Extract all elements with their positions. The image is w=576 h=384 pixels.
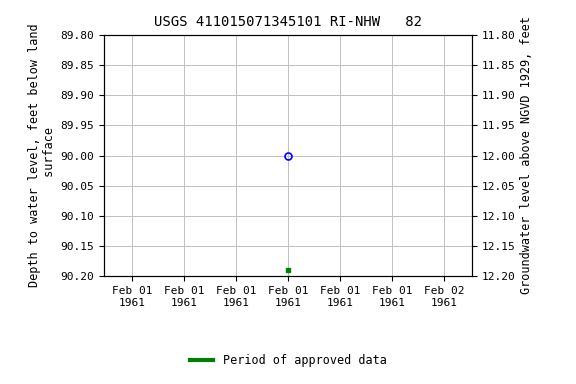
- Y-axis label: Depth to water level, feet below land
 surface: Depth to water level, feet below land su…: [28, 24, 56, 287]
- Title: USGS 411015071345101 RI-NHW   82: USGS 411015071345101 RI-NHW 82: [154, 15, 422, 29]
- Legend: Period of approved data: Period of approved data: [185, 350, 391, 372]
- Y-axis label: Groundwater level above NGVD 1929, feet: Groundwater level above NGVD 1929, feet: [520, 17, 533, 295]
